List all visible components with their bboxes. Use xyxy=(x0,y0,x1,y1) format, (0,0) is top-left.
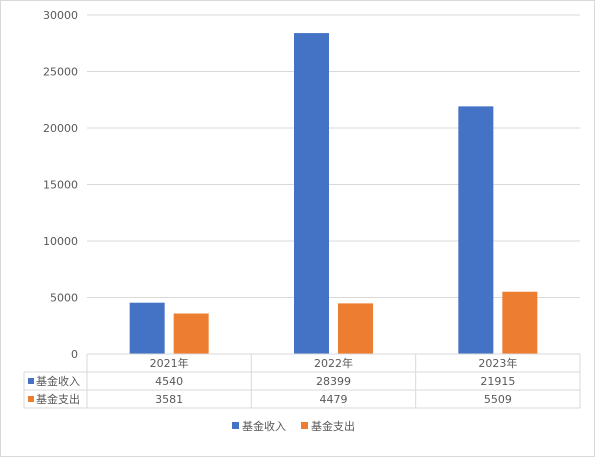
y-tick-label-6: 30000 xyxy=(43,9,78,22)
data-label-1-2: 28399 xyxy=(316,375,351,388)
bar-1-3 xyxy=(458,106,494,354)
y-tick-label-5: 25000 xyxy=(43,66,78,79)
data-label-1-1: 4540 xyxy=(155,375,183,388)
y-tick-label-0: 0 xyxy=(71,348,78,361)
x-tick-label-3: 2023年 xyxy=(478,356,517,370)
table-row-label-1: 基金收入 xyxy=(36,374,80,388)
bar-2-2 xyxy=(338,303,373,354)
legend-label-2: 基金支出 xyxy=(311,419,355,433)
table-row-label-2: 基金支出 xyxy=(36,392,80,406)
bar-2-3 xyxy=(502,291,538,354)
legend-key-1 xyxy=(232,422,239,429)
bar-2-1 xyxy=(173,313,209,354)
data-label-2-3: 5509 xyxy=(484,393,512,406)
y-tick-label-1: 5000 xyxy=(50,292,78,305)
data-label-2-1: 3581 xyxy=(155,393,183,406)
y-tick-label-2: 10000 xyxy=(43,235,78,248)
legend-key-2 xyxy=(301,422,308,429)
y-tick-label-4: 20000 xyxy=(43,122,78,135)
x-tick-label-1: 2021年 xyxy=(150,356,189,370)
bar-1-2 xyxy=(294,33,329,354)
data-label-1-3: 21915 xyxy=(480,375,515,388)
table-legend-key-2 xyxy=(28,396,34,402)
table-legend-key-1 xyxy=(28,378,34,384)
x-tick-label-2: 2022年 xyxy=(314,356,353,370)
data-label-2-2: 4479 xyxy=(320,393,348,406)
y-tick-label-3: 15000 xyxy=(43,179,78,192)
legend-label-1: 基金收入 xyxy=(242,419,286,433)
bar-1-1 xyxy=(129,302,165,354)
